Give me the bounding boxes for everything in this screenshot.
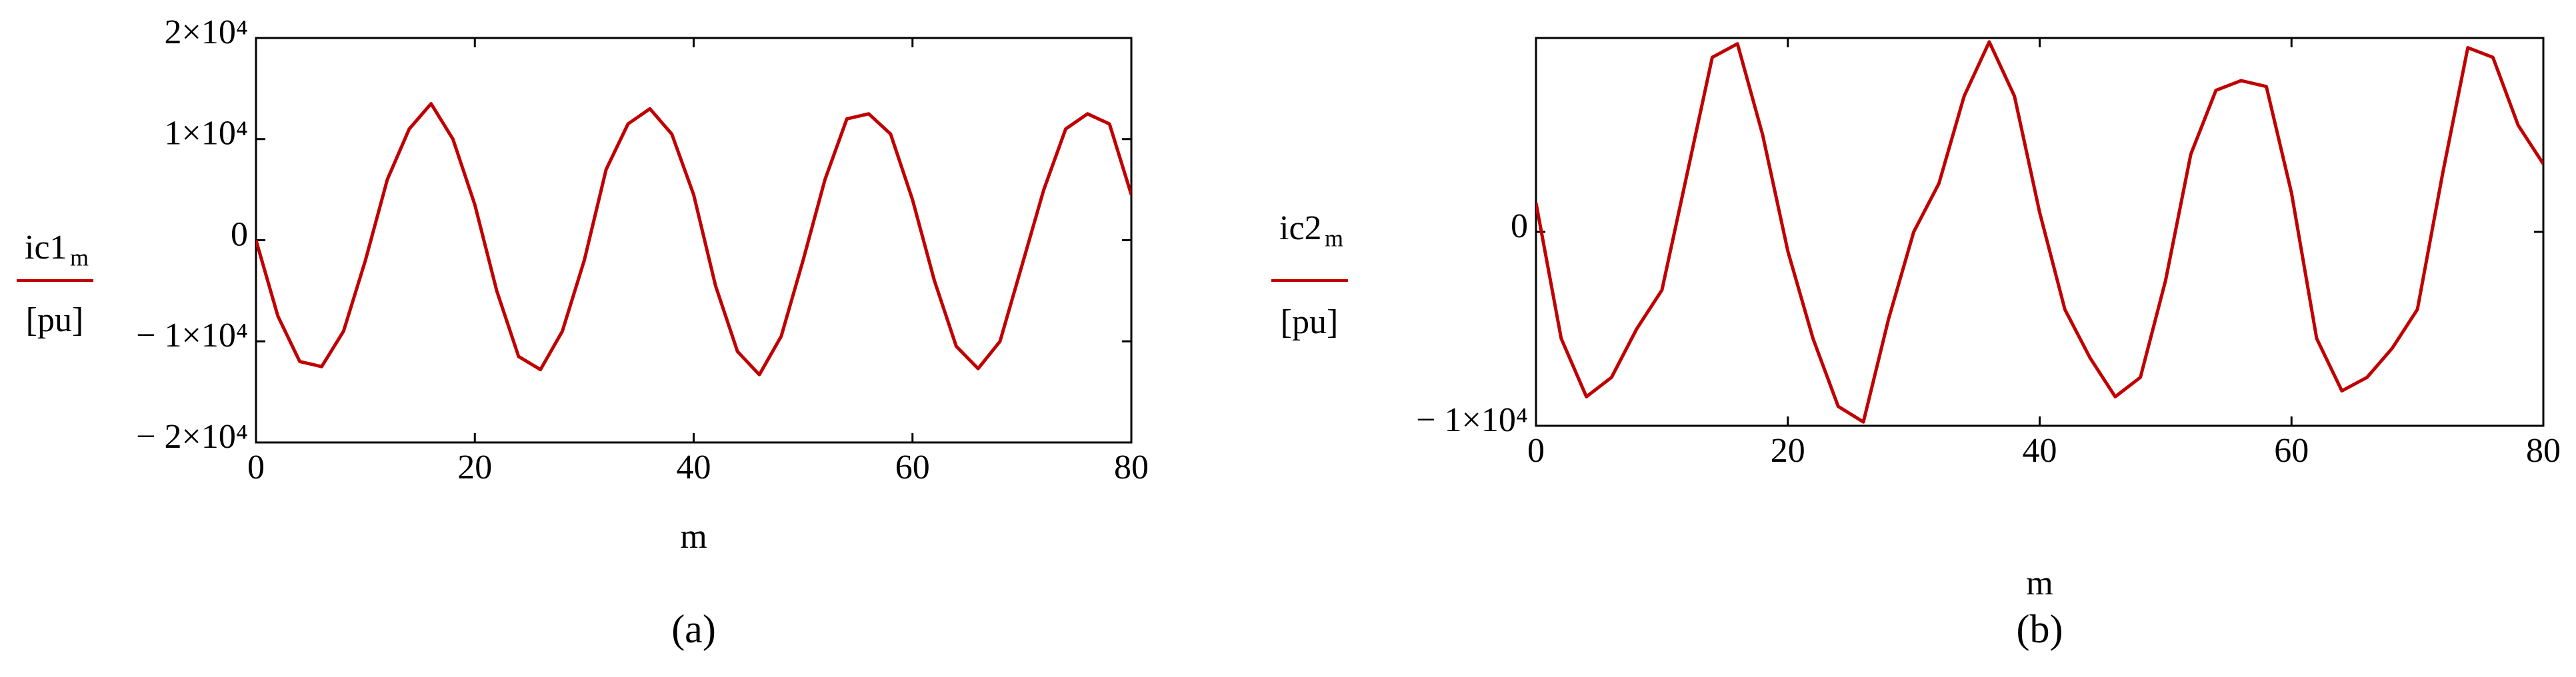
y-tick-label: − 2×10⁴ — [136, 418, 248, 456]
x-tick-label: 0 — [1527, 432, 1545, 470]
panel-label: (b) — [2017, 607, 2063, 651]
x-tick-label: 40 — [677, 448, 711, 486]
x-axis-label: m — [680, 518, 707, 556]
y-axis-unit: [pu] — [1281, 303, 1339, 341]
plot-frame — [1535, 37, 2545, 427]
x-tick-label: 0 — [247, 448, 265, 486]
y-axis-label: ic1 — [25, 229, 67, 267]
x-tick-label: 20 — [1771, 432, 1805, 470]
x-axis-label: m — [2026, 564, 2053, 602]
plot-frame — [255, 37, 1133, 444]
y-axis-label-subscript: m — [70, 244, 89, 271]
x-tick-label: 60 — [895, 448, 930, 486]
y-tick-label: 0 — [1511, 207, 1528, 245]
x-tick-label: 40 — [2023, 432, 2057, 470]
y-axis-label-subscript: m — [1325, 225, 1343, 251]
y-tick-label: 0 — [231, 215, 248, 253]
data-line — [256, 102, 1131, 376]
panel-label: (a) — [671, 607, 716, 651]
x-tick-label: 60 — [2274, 432, 2309, 470]
x-tick-label: 80 — [1114, 448, 1149, 486]
x-tick-label: 20 — [457, 448, 492, 486]
y-axis-unit: [pu] — [26, 301, 84, 339]
y-tick-label: 1×10⁴ — [165, 115, 248, 153]
y-tick-label: − 1×10⁴ — [1416, 401, 1528, 439]
x-tick-label: 80 — [2526, 432, 2561, 470]
y-tick-label: − 1×10⁴ — [136, 317, 248, 354]
data-line — [1536, 40, 2543, 424]
y-tick-label: 2×10⁴ — [165, 13, 248, 51]
y-axis-label: ic2 — [1279, 209, 1322, 247]
